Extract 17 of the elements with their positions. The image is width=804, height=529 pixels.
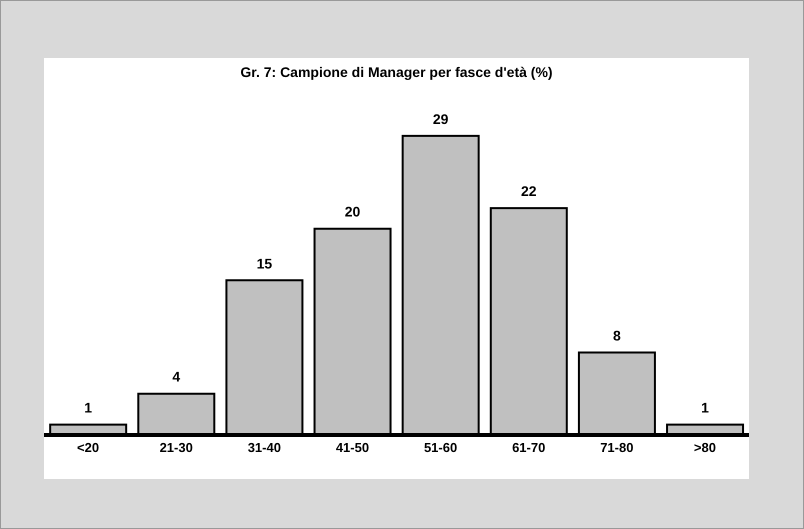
x-tick-label: <20 xyxy=(77,440,100,456)
x-tick-label: >80 xyxy=(694,440,716,456)
x-tick-label: 31-40 xyxy=(248,440,281,456)
x-tick-label: 41-50 xyxy=(336,440,370,456)
data-label: 15 xyxy=(256,255,272,272)
x-tick-label: 51-60 xyxy=(424,440,458,456)
data-label: 8 xyxy=(613,327,622,344)
data-label: 20 xyxy=(344,204,361,220)
chart-title: Gr. 7: Campione di Manager per fasce d'età (%) xyxy=(239,64,554,80)
x-tick-label: 71-80 xyxy=(600,440,634,456)
data-label: 29 xyxy=(432,110,449,127)
data-label: 1 xyxy=(701,400,710,416)
data-label: 4 xyxy=(172,368,180,385)
data-label: 1 xyxy=(84,400,92,416)
data-label: 22 xyxy=(521,183,537,200)
x-tick-label: 21-30 xyxy=(160,440,193,456)
x-tick-label: 61-70 xyxy=(512,440,546,456)
